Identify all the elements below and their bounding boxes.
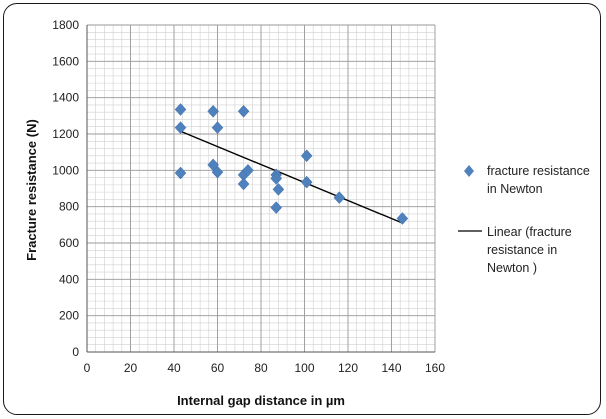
x-tick-labels: 0 20 40 60 80 100 120 140 160	[84, 361, 446, 375]
y-tick-label: 1000	[52, 163, 79, 177]
data-point	[300, 149, 313, 163]
data-point	[207, 104, 219, 118]
y-tick-labels: 0 200 400 600 800 1000 1200 1400 1600 1800	[52, 18, 79, 359]
legend-label-scatter-line2: in Newton	[487, 182, 543, 196]
y-tick-label: 1800	[52, 18, 79, 32]
y-tick-label: 0	[72, 345, 79, 359]
data-points	[174, 103, 409, 225]
data-point	[242, 163, 254, 177]
x-tick-label: 160	[425, 361, 445, 375]
trendline-group	[180, 130, 403, 224]
y-tick-label: 800	[59, 200, 79, 214]
y-tick-label: 1600	[52, 54, 79, 68]
data-point	[174, 103, 187, 116]
x-tick-label: 120	[338, 361, 358, 375]
data-point	[237, 104, 250, 118]
trendline	[180, 130, 403, 224]
y-tick-label: 400	[59, 272, 79, 286]
legend-label-trend-line1: Linear (fracture	[487, 225, 572, 239]
x-tick-label: 60	[211, 361, 225, 375]
chart-frame	[3, 3, 601, 415]
x-tick-label: 40	[167, 361, 181, 375]
legend-label-trend-line3: Newton )	[487, 261, 537, 275]
data-point	[270, 201, 283, 214]
y-tick-label: 1400	[52, 91, 79, 105]
data-point	[174, 166, 187, 180]
y-tick-label: 200	[59, 309, 79, 323]
legend-marker-scatter	[464, 165, 474, 177]
data-point	[211, 121, 224, 135]
data-point	[396, 212, 409, 225]
x-tick-label: 20	[124, 361, 138, 375]
x-tick-label: 80	[254, 361, 268, 375]
data-point	[272, 183, 285, 196]
y-tick-label: 600	[59, 236, 79, 250]
data-point	[333, 191, 346, 204]
data-point	[174, 121, 187, 135]
legend: fracture resistance in Newton Linear (fr…	[458, 164, 590, 275]
x-tick-label: 0	[84, 361, 91, 375]
grid-lines	[86, 24, 436, 353]
x-tick-label: 140	[381, 361, 401, 375]
x-tick-label: 100	[294, 361, 314, 375]
legend-label-trend-line2: resistance in	[487, 243, 557, 257]
x-axis-title: Internal gap distance in µm	[177, 393, 345, 408]
axes	[86, 25, 435, 353]
data-point	[237, 177, 250, 191]
data-point	[211, 165, 224, 179]
data-point	[300, 175, 313, 189]
data-point	[270, 172, 283, 185]
y-tick-label: 1200	[52, 127, 79, 141]
legend-label-scatter-line1: fracture resistance	[487, 164, 590, 178]
y-axis-title: Fracture resistance (N)	[24, 119, 39, 261]
